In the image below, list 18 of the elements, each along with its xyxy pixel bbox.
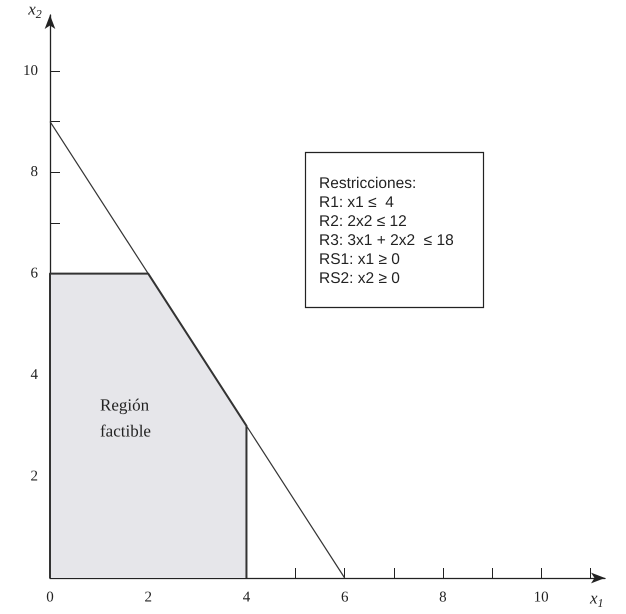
y-tick-label: 2 xyxy=(30,468,38,485)
x-tick-label: 8 xyxy=(439,590,447,606)
x-tick-label: 2 xyxy=(144,590,152,606)
y-tick-label: 4 xyxy=(30,367,38,384)
y-tick-label: 10 xyxy=(23,62,38,79)
annotation: RS1: x1 ≥ 0 xyxy=(319,251,400,268)
annotation: RS2: x2 ≥ 0 xyxy=(319,270,400,287)
y-tick-label: 6 xyxy=(30,266,38,282)
annotation: Región factible xyxy=(100,396,151,440)
x-tick-label: 6 xyxy=(340,590,349,606)
x-tick-label: 4 xyxy=(242,590,251,606)
annotation: Restricciones: xyxy=(319,175,416,192)
annotation: R3: 3x1 + 2x2 ≤ 18 xyxy=(319,232,454,249)
x-tick-label: 0 xyxy=(46,590,54,606)
y-tick-label: 8 xyxy=(30,164,38,180)
annotation: R1: x1 ≤ 4 xyxy=(319,194,394,211)
annotation: R2: 2x2 ≤ 12 xyxy=(319,213,407,230)
x-tick-label: 10 xyxy=(534,590,549,606)
